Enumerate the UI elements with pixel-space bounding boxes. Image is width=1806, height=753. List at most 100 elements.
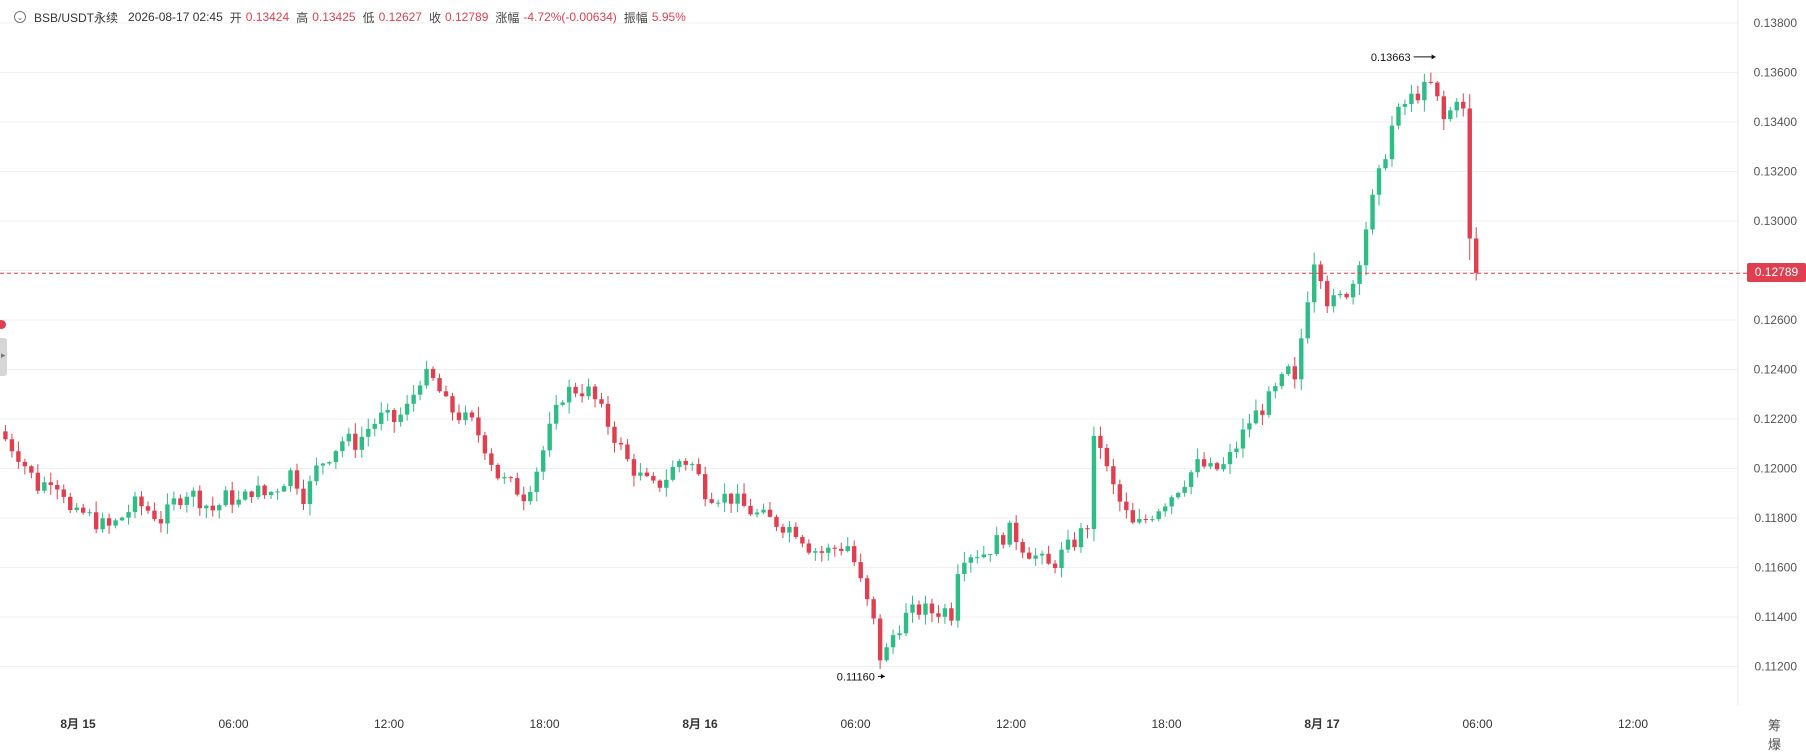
candle-body — [579, 393, 585, 397]
y-tick-label: 0.12400 — [1754, 363, 1798, 377]
candle-body — [417, 385, 423, 395]
candle-body — [845, 546, 850, 551]
candle-body — [1065, 539, 1071, 550]
x-tick-label: 12:00 — [1618, 717, 1648, 731]
candle-body — [787, 526, 792, 533]
candle-body — [1266, 391, 1272, 415]
side-panel-toggle[interactable]: ▸ — [0, 338, 7, 376]
candle-body — [1441, 96, 1447, 120]
candle-body — [1143, 518, 1148, 520]
candle-body — [748, 505, 753, 515]
change-label: 涨幅 — [495, 10, 520, 25]
candle-body — [852, 546, 857, 563]
candle-body — [819, 551, 825, 553]
candle-body — [962, 562, 967, 575]
candle-body — [1474, 238, 1479, 273]
candle-body — [275, 491, 280, 493]
candle-body — [1337, 293, 1343, 296]
candle-body — [1020, 542, 1025, 553]
candle-body — [9, 439, 15, 452]
candle-body — [1461, 101, 1466, 109]
candle-body — [1357, 265, 1362, 284]
candle-body — [774, 516, 779, 527]
candle-body — [890, 635, 896, 648]
candle-body — [61, 489, 66, 497]
candle-body — [741, 493, 747, 506]
candle-body — [74, 507, 79, 511]
max-price-label: 0.13663 — [1371, 52, 1411, 64]
y-tick-label: 0.11800 — [1755, 511, 1798, 525]
candle-body — [903, 612, 909, 634]
candle-body — [178, 498, 183, 505]
candle-body — [307, 481, 313, 504]
candle-body — [728, 493, 734, 504]
candle-body — [1318, 264, 1323, 282]
x-tick-label: 12:00 — [996, 717, 1026, 731]
min-marker-arrowhead — [880, 673, 885, 679]
candle-body — [1253, 410, 1259, 424]
x-tick-label: 18:00 — [1151, 717, 1181, 731]
candle-body — [100, 518, 105, 530]
candle-body — [605, 403, 611, 427]
change-value: -4.72%(-0.00634) — [523, 10, 617, 24]
candle-body — [832, 547, 837, 549]
candle-body — [443, 391, 449, 397]
candle-body — [145, 506, 151, 511]
candle-body — [1124, 501, 1129, 511]
candle-body — [897, 633, 902, 636]
candle-body — [132, 496, 138, 513]
candle-body — [1098, 435, 1103, 448]
candle-body — [592, 386, 598, 400]
y-tick-label: 0.11400 — [1755, 610, 1798, 624]
open-value: 0.13424 — [245, 10, 290, 24]
candle-body — [1091, 435, 1097, 530]
low-value: 0.12627 — [378, 10, 422, 24]
candle-body — [657, 480, 663, 488]
candle-body — [197, 490, 203, 509]
candle-body — [456, 412, 462, 421]
min-price-label: 0.11160 — [837, 671, 875, 683]
candle-body — [68, 496, 73, 511]
candle-body — [391, 410, 397, 423]
candle-body — [1286, 366, 1291, 375]
x-tick-label: 06:00 — [1462, 717, 1492, 731]
candle-body — [1279, 374, 1285, 387]
candle-body — [573, 386, 578, 394]
candle-body — [1376, 168, 1382, 195]
candle-body — [638, 472, 643, 476]
candle-body — [521, 494, 526, 502]
candle-body — [1415, 93, 1421, 101]
candles-group — [3, 72, 1479, 669]
candle-body — [113, 520, 118, 526]
candle-body — [210, 505, 215, 511]
candle-body — [327, 462, 332, 464]
candle-body — [858, 562, 863, 579]
candle-body — [916, 604, 922, 615]
candle-body — [294, 470, 300, 489]
alert-dot — [0, 320, 6, 329]
high-value: 0.13425 — [312, 10, 356, 24]
candle-body — [767, 509, 773, 517]
corner-tool-labels[interactable]: 筹 爆 — [1768, 718, 1786, 752]
high-label: 高 — [296, 10, 309, 25]
candle-body — [631, 459, 637, 476]
candle-body — [42, 482, 47, 491]
candlestick-chart[interactable]: 0.11200 0.11400 0.11600 0.11800 0.12000 0.122… — [0, 0, 1806, 736]
y-tick-label: 0.13200 — [1754, 165, 1798, 179]
candle-body — [366, 428, 371, 437]
expand-arrow-icon: ▸ — [1, 350, 6, 360]
datetime-label: 2026-08-17 02:45 — [128, 10, 223, 24]
max-marker-arrowhead — [1431, 54, 1436, 60]
close-value: 0.12789 — [445, 10, 489, 24]
candle-body — [541, 450, 546, 472]
y-tick-label: 0.12000 — [1754, 462, 1798, 476]
low-label: 低 — [362, 10, 375, 25]
candle-body — [871, 599, 876, 619]
candle-body — [800, 536, 805, 544]
collapse-chevron-icon[interactable]: ⌄ — [14, 11, 26, 23]
candle-body — [664, 479, 669, 488]
candle-body — [398, 414, 403, 423]
candle-body — [508, 477, 514, 479]
candle-body — [1007, 522, 1012, 545]
candle-body — [242, 491, 248, 500]
